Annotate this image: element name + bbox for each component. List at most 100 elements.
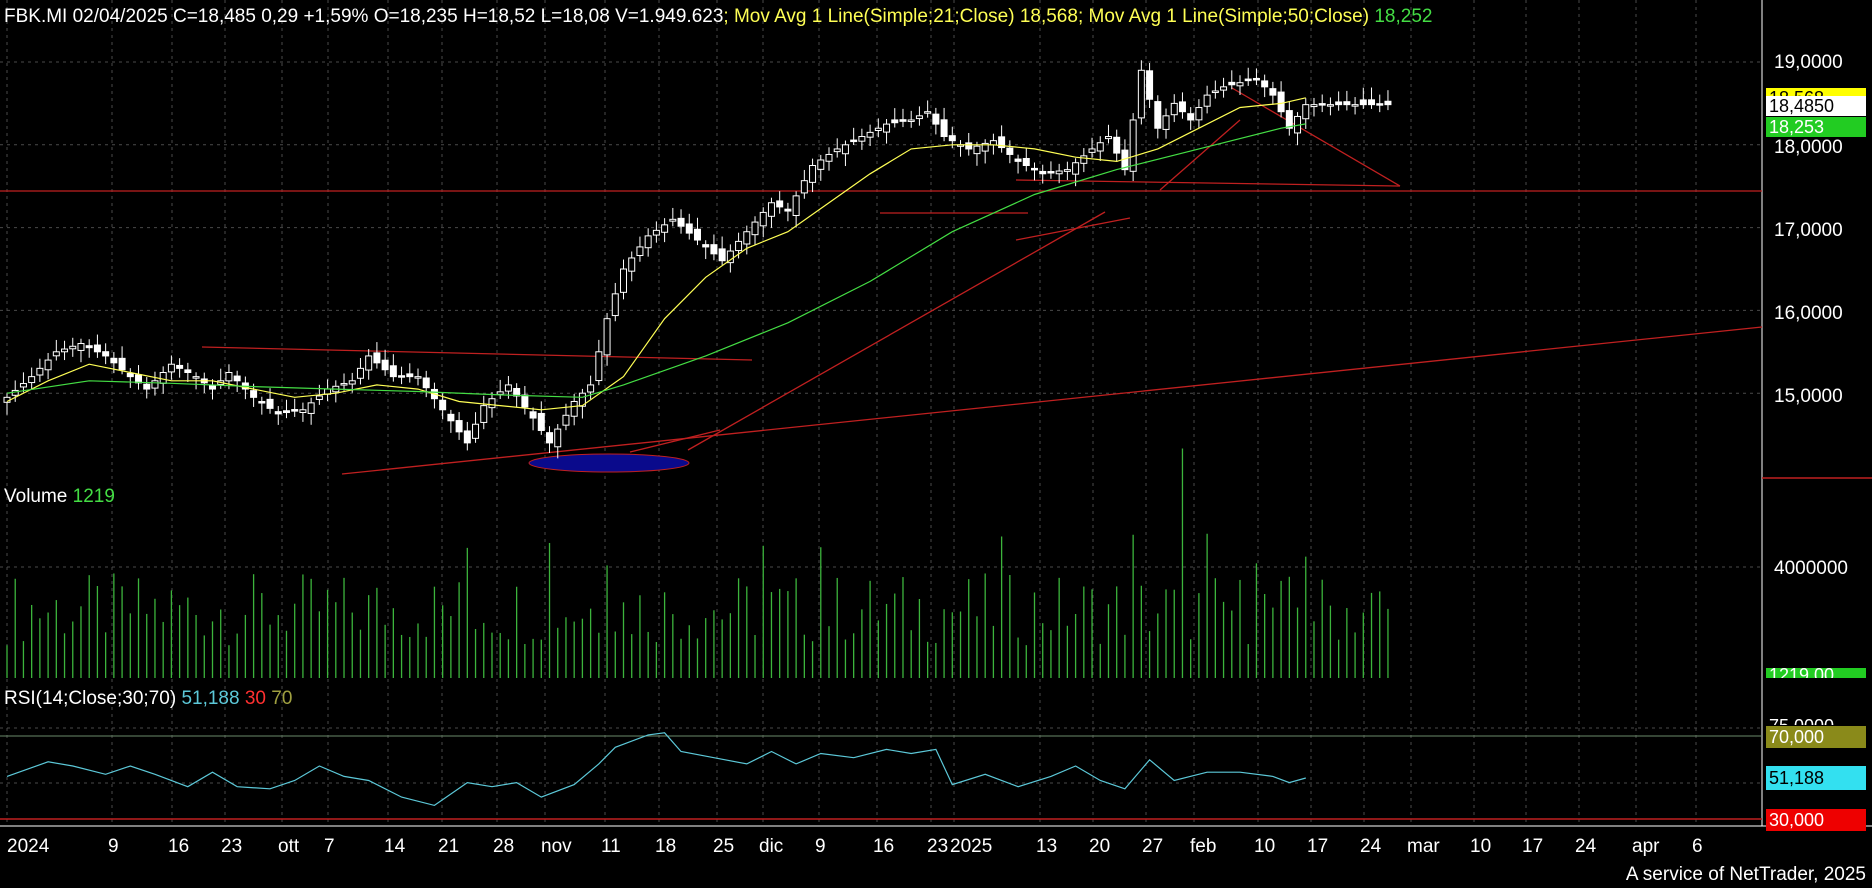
trendline <box>1159 119 1241 191</box>
ma50-tag: 18,253 <box>1766 117 1866 137</box>
candle-up <box>1137 69 1145 119</box>
rsi-high: 70 <box>271 688 293 709</box>
candle-down <box>1039 170 1047 175</box>
candle-down <box>389 365 397 378</box>
x-tick-label: 25 <box>713 836 735 857</box>
candle-down <box>1368 99 1376 106</box>
candle-up <box>759 211 767 227</box>
candle-down <box>1384 100 1392 106</box>
candle-down <box>1154 101 1162 129</box>
candle-up <box>504 384 512 392</box>
candle-up <box>1162 115 1170 130</box>
candle-up <box>751 221 759 236</box>
x-tick-label: dic <box>759 836 784 857</box>
candle-up <box>562 414 570 426</box>
candle-up <box>981 142 989 152</box>
x-tick-label: 9 <box>815 836 826 857</box>
candle-up <box>315 395 323 400</box>
ma21-value: 18,568 <box>1019 6 1078 27</box>
candle-down <box>447 413 455 422</box>
candle-up <box>69 345 77 350</box>
candle-up <box>907 119 915 122</box>
candle-down <box>1146 70 1154 100</box>
candle-up <box>661 224 669 233</box>
candle-down <box>266 398 274 409</box>
candle-up <box>1220 86 1228 91</box>
candle-up <box>833 148 841 153</box>
x-tick-label: mar <box>1407 836 1440 857</box>
candle-down <box>1376 103 1384 106</box>
candle-down <box>521 394 529 408</box>
candle-down <box>899 119 907 122</box>
x-tick-label: 16 <box>873 836 895 857</box>
candle-up <box>817 159 825 170</box>
candle-up <box>1129 119 1137 172</box>
candle-down <box>1269 88 1277 96</box>
candle-up <box>52 351 60 357</box>
candle-up <box>365 355 373 371</box>
candle-up <box>1236 82 1244 87</box>
candle-up <box>159 372 167 384</box>
x-tick-label: 23 <box>927 836 949 857</box>
candle-down <box>948 135 956 142</box>
candle-up <box>77 343 85 351</box>
candle-up <box>19 383 27 388</box>
candle-up <box>472 423 480 439</box>
candle-down <box>209 384 216 390</box>
candle-down <box>1252 77 1260 81</box>
candle-up <box>1310 104 1318 108</box>
candle-up <box>809 165 817 183</box>
candle-up <box>858 136 866 142</box>
candle-down <box>685 223 693 234</box>
candle-up <box>496 391 504 395</box>
candle-down <box>965 142 973 150</box>
candle-up <box>1096 142 1104 152</box>
candle-down <box>93 344 101 353</box>
x-tick-label: ott <box>278 836 300 857</box>
candle-up <box>874 127 882 131</box>
candle-down <box>998 136 1006 149</box>
volume-tick: 4000000 <box>1774 558 1848 579</box>
candle-up <box>1063 169 1071 172</box>
candle-down <box>398 375 406 378</box>
candle-down <box>1318 103 1326 106</box>
x-tick-label: 7 <box>324 836 335 857</box>
trendlines <box>0 87 1763 475</box>
last-price-tag: 18,4850 <box>1766 96 1866 116</box>
candle-down <box>891 119 899 124</box>
x-tick-label: apr <box>1632 836 1660 857</box>
candle-up <box>1072 162 1080 175</box>
x-tick-label: 18 <box>655 836 677 857</box>
candle-down <box>1359 99 1367 106</box>
candle-up <box>414 376 422 379</box>
candle-up <box>480 405 488 423</box>
rsi-value: 51,188 <box>181 688 240 709</box>
candle-down <box>850 139 858 143</box>
candle-up <box>767 202 775 217</box>
candle-up <box>587 384 595 393</box>
rsi-header: RSI(14;Close;30;70) 51,188 30 70 <box>4 688 292 710</box>
candle-down <box>1277 91 1285 113</box>
candle-down <box>118 357 126 371</box>
candle-up <box>800 180 808 194</box>
grid-lines <box>0 0 1762 826</box>
candle-down <box>381 359 389 371</box>
candle-down <box>1014 158 1022 162</box>
candle-up <box>36 367 44 376</box>
candle-up <box>167 363 175 373</box>
chart-header: FBK.MI 02/04/2025 C=18,485 0,29 +1,59% O… <box>4 6 1432 28</box>
candle-up <box>299 409 307 413</box>
price-tick: 16,0000 <box>1774 303 1843 324</box>
candle-down <box>291 409 299 412</box>
rsi-series-line <box>6 732 1306 807</box>
price-tick: 15,0000 <box>1774 386 1843 407</box>
candle-down <box>1187 113 1195 121</box>
x-tick-label: 17 <box>1307 836 1329 857</box>
candle-up <box>636 246 644 257</box>
candle-up <box>348 380 356 385</box>
candle-down <box>1335 101 1343 106</box>
candle-down <box>1228 81 1236 86</box>
x-tick-label: 6 <box>1692 836 1703 857</box>
candle-up <box>825 153 833 162</box>
candle-down <box>184 369 192 373</box>
